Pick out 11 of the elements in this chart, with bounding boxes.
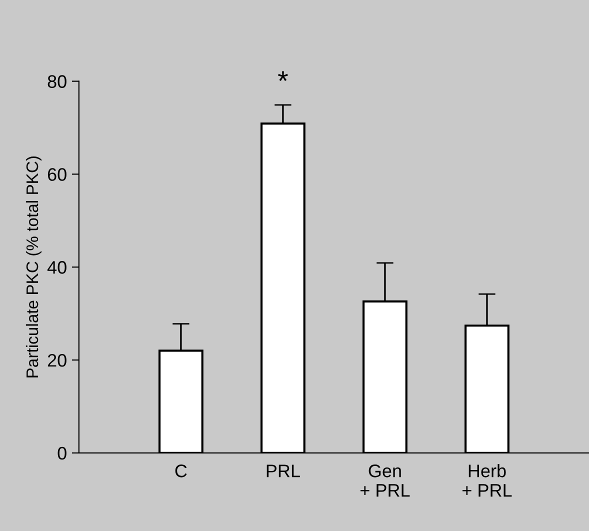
text: * [278,71,288,81]
x-tick-label: Herb + PRL [462,464,512,497]
y-tick-label: 80 [48,75,66,88]
y-tick-label: 0 [58,446,66,460]
x-tick-label: PRL [266,464,300,478]
y-axis-title: Particulate PKC (% total PKC) [26,156,42,378]
x-tick-label: C [175,464,187,478]
y-tick-label: 60 [48,168,66,181]
y-tick-label: 40 [47,261,66,274]
x-tick-label: Gen + PRL [360,464,410,497]
y-tick-label: 20 [48,354,66,367]
